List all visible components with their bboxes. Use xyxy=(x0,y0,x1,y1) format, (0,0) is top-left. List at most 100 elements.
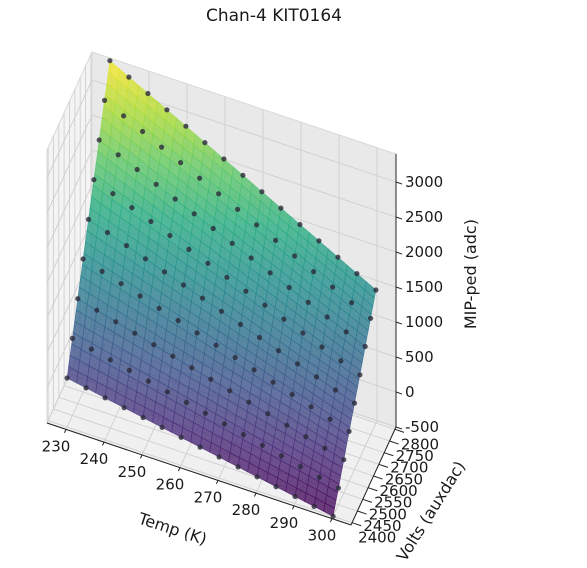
data-point xyxy=(129,205,135,211)
x-ticks: 230 240 250 260 270 280 290 300 xyxy=(42,429,337,545)
x-axis-line xyxy=(46,422,352,526)
data-point xyxy=(178,434,184,440)
data-point xyxy=(232,354,238,361)
data-point xyxy=(311,269,317,275)
x-axis-label: Temp (K) xyxy=(135,509,209,549)
data-point xyxy=(142,256,149,262)
y-tick-mark xyxy=(362,498,373,503)
y-tick-label: 2700 xyxy=(390,459,428,477)
z-tick-mark xyxy=(395,356,403,360)
data-point xyxy=(275,348,282,354)
data-point xyxy=(137,293,143,299)
data-point xyxy=(316,474,322,480)
data-point xyxy=(180,282,187,288)
z-tick-mark xyxy=(395,321,403,325)
y-tick-label: 2750 xyxy=(396,447,434,465)
data-point xyxy=(300,330,306,336)
data-point xyxy=(281,316,287,322)
data-point xyxy=(286,284,292,291)
data-point xyxy=(221,421,227,427)
data-point xyxy=(91,177,97,183)
z-tick-label: 500 xyxy=(405,348,434,366)
data-point xyxy=(330,284,336,290)
data-point xyxy=(327,416,333,422)
data-point xyxy=(216,191,222,197)
data-point xyxy=(313,374,320,380)
data-point xyxy=(354,271,360,277)
data-point xyxy=(294,361,301,367)
x-tick-label: 290 xyxy=(270,514,299,532)
data-point xyxy=(189,365,195,371)
data-point xyxy=(237,321,244,327)
x-tick-label: 260 xyxy=(156,476,185,494)
data-point xyxy=(197,175,203,181)
data-point xyxy=(161,269,168,275)
data-point xyxy=(351,400,358,406)
data-point xyxy=(227,388,233,394)
z-tick-mark xyxy=(395,251,403,255)
data-point xyxy=(132,330,138,336)
data-point xyxy=(284,422,290,428)
data-point xyxy=(126,74,132,80)
data-point xyxy=(210,225,216,232)
data-point xyxy=(186,246,192,252)
y-tick-label: 2650 xyxy=(385,470,423,488)
data-point xyxy=(343,329,349,335)
data-point xyxy=(175,318,181,324)
z-tick-label: 1000 xyxy=(405,313,443,331)
data-point xyxy=(202,140,208,146)
z-tick-label: 2000 xyxy=(405,243,443,261)
data-point xyxy=(316,238,322,244)
x-tick-mark xyxy=(63,429,67,434)
data-point xyxy=(85,216,92,222)
data-point xyxy=(208,376,214,382)
data-point xyxy=(121,113,127,119)
data-point xyxy=(305,299,311,305)
z-tick-mark xyxy=(395,181,403,185)
x-tick-label: 250 xyxy=(118,463,147,481)
data-point xyxy=(75,296,81,302)
data-point xyxy=(246,399,252,405)
y-tick-mark xyxy=(378,463,389,468)
data-point xyxy=(115,152,121,158)
z-tick-label: 0 xyxy=(405,383,415,401)
x-tick-mark xyxy=(329,518,333,523)
x-tick-label: 240 xyxy=(80,450,109,468)
data-point xyxy=(254,474,260,480)
data-point xyxy=(330,513,336,519)
data-point xyxy=(167,232,173,239)
x-tick-mark xyxy=(139,454,143,459)
data-point xyxy=(145,378,151,384)
data-point xyxy=(368,315,374,321)
data-point xyxy=(205,260,211,266)
data-point xyxy=(134,166,140,173)
data-point xyxy=(69,335,75,341)
data-point xyxy=(121,405,127,411)
data-point xyxy=(216,454,222,460)
x-tick-label: 300 xyxy=(308,527,337,545)
data-point xyxy=(96,137,102,143)
data-point xyxy=(145,90,151,97)
data-point xyxy=(118,281,124,287)
data-point xyxy=(156,305,162,311)
data-point xyxy=(243,288,249,294)
data-point xyxy=(235,206,241,212)
data-point xyxy=(240,432,246,438)
z-tick-mark xyxy=(395,286,403,290)
x-tick-mark xyxy=(177,467,181,472)
data-point xyxy=(292,493,298,500)
data-point xyxy=(297,464,303,470)
x-tick-mark xyxy=(253,492,257,497)
z-tick-label: 3000 xyxy=(405,173,443,191)
data-point xyxy=(357,372,363,378)
y-tick-mark xyxy=(384,452,394,457)
data-point xyxy=(346,428,352,434)
data-point xyxy=(197,444,203,450)
y-tick-mark xyxy=(367,487,378,492)
data-point xyxy=(104,229,111,236)
data-points xyxy=(64,58,379,519)
data-point xyxy=(88,346,94,352)
data-point xyxy=(221,156,227,162)
data-point xyxy=(99,268,105,274)
chart-title: Chan-4 KIT0164 xyxy=(206,6,342,26)
